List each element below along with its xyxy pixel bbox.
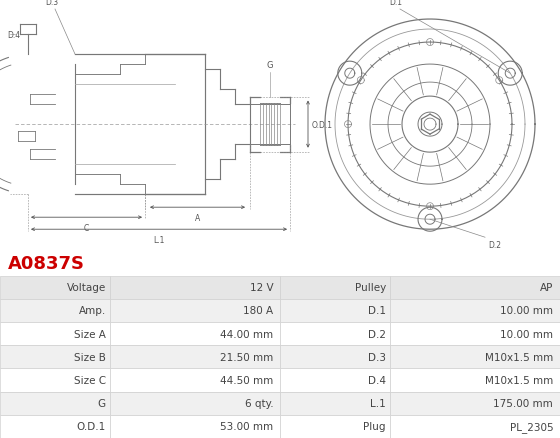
Text: L.1: L.1 (153, 236, 165, 245)
Text: D.2: D.2 (488, 240, 501, 250)
Text: G: G (267, 60, 273, 69)
Text: 44.00 mm: 44.00 mm (220, 329, 273, 339)
Bar (390, 392, 560, 415)
Bar (0, 392, 110, 415)
Bar (390, 276, 560, 299)
Bar (390, 415, 560, 438)
Text: Size C: Size C (74, 375, 106, 385)
Bar (0, 322, 110, 346)
Text: 53.00 mm: 53.00 mm (220, 421, 273, 431)
Bar (280, 276, 390, 299)
Text: D.2: D.2 (368, 329, 386, 339)
Bar (280, 299, 390, 322)
Bar (0, 276, 110, 299)
Text: A0837S: A0837S (8, 254, 85, 272)
Text: A: A (195, 214, 200, 223)
Bar (390, 299, 560, 322)
Text: C: C (83, 224, 88, 233)
Bar (0, 299, 110, 322)
Text: 12 V: 12 V (250, 283, 273, 293)
Text: O.D.1: O.D.1 (77, 421, 106, 431)
Text: Pulley: Pulley (354, 283, 386, 293)
Bar (110, 322, 280, 346)
Text: 10.00 mm: 10.00 mm (500, 306, 553, 316)
Bar (280, 368, 390, 392)
Text: D.4: D.4 (368, 375, 386, 385)
Text: D.3: D.3 (45, 0, 59, 7)
Bar (110, 392, 280, 415)
Bar (280, 392, 390, 415)
Bar (0, 415, 110, 438)
Text: Voltage: Voltage (67, 283, 106, 293)
Bar (110, 276, 280, 299)
Text: O.D.1: O.D.1 (312, 120, 333, 129)
Text: M10x1.5 mm: M10x1.5 mm (485, 352, 553, 362)
Bar (0, 346, 110, 368)
Text: 175.00 mm: 175.00 mm (493, 398, 553, 408)
Text: 44.50 mm: 44.50 mm (220, 375, 273, 385)
Bar (0, 368, 110, 392)
Text: D.3: D.3 (368, 352, 386, 362)
Text: D.4: D.4 (7, 31, 20, 39)
Text: Size B: Size B (74, 352, 106, 362)
Text: Size A: Size A (74, 329, 106, 339)
Text: PL_2305: PL_2305 (510, 421, 553, 432)
Text: G: G (98, 398, 106, 408)
Bar (110, 346, 280, 368)
Text: M10x1.5 mm: M10x1.5 mm (485, 375, 553, 385)
Text: Plug: Plug (363, 421, 386, 431)
Text: D.1: D.1 (390, 0, 403, 7)
Bar (110, 415, 280, 438)
Text: D.1: D.1 (368, 306, 386, 316)
Text: 180 A: 180 A (243, 306, 273, 316)
Bar (280, 346, 390, 368)
Bar (110, 368, 280, 392)
Bar (280, 322, 390, 346)
Text: Amp.: Amp. (78, 306, 106, 316)
Bar (390, 322, 560, 346)
Bar (110, 299, 280, 322)
Text: 10.00 mm: 10.00 mm (500, 329, 553, 339)
Bar (280, 415, 390, 438)
Text: 6 qty.: 6 qty. (245, 398, 273, 408)
Text: 21.50 mm: 21.50 mm (220, 352, 273, 362)
Text: AP: AP (540, 283, 553, 293)
Bar (390, 346, 560, 368)
Text: L.1: L.1 (370, 398, 386, 408)
Bar (390, 368, 560, 392)
